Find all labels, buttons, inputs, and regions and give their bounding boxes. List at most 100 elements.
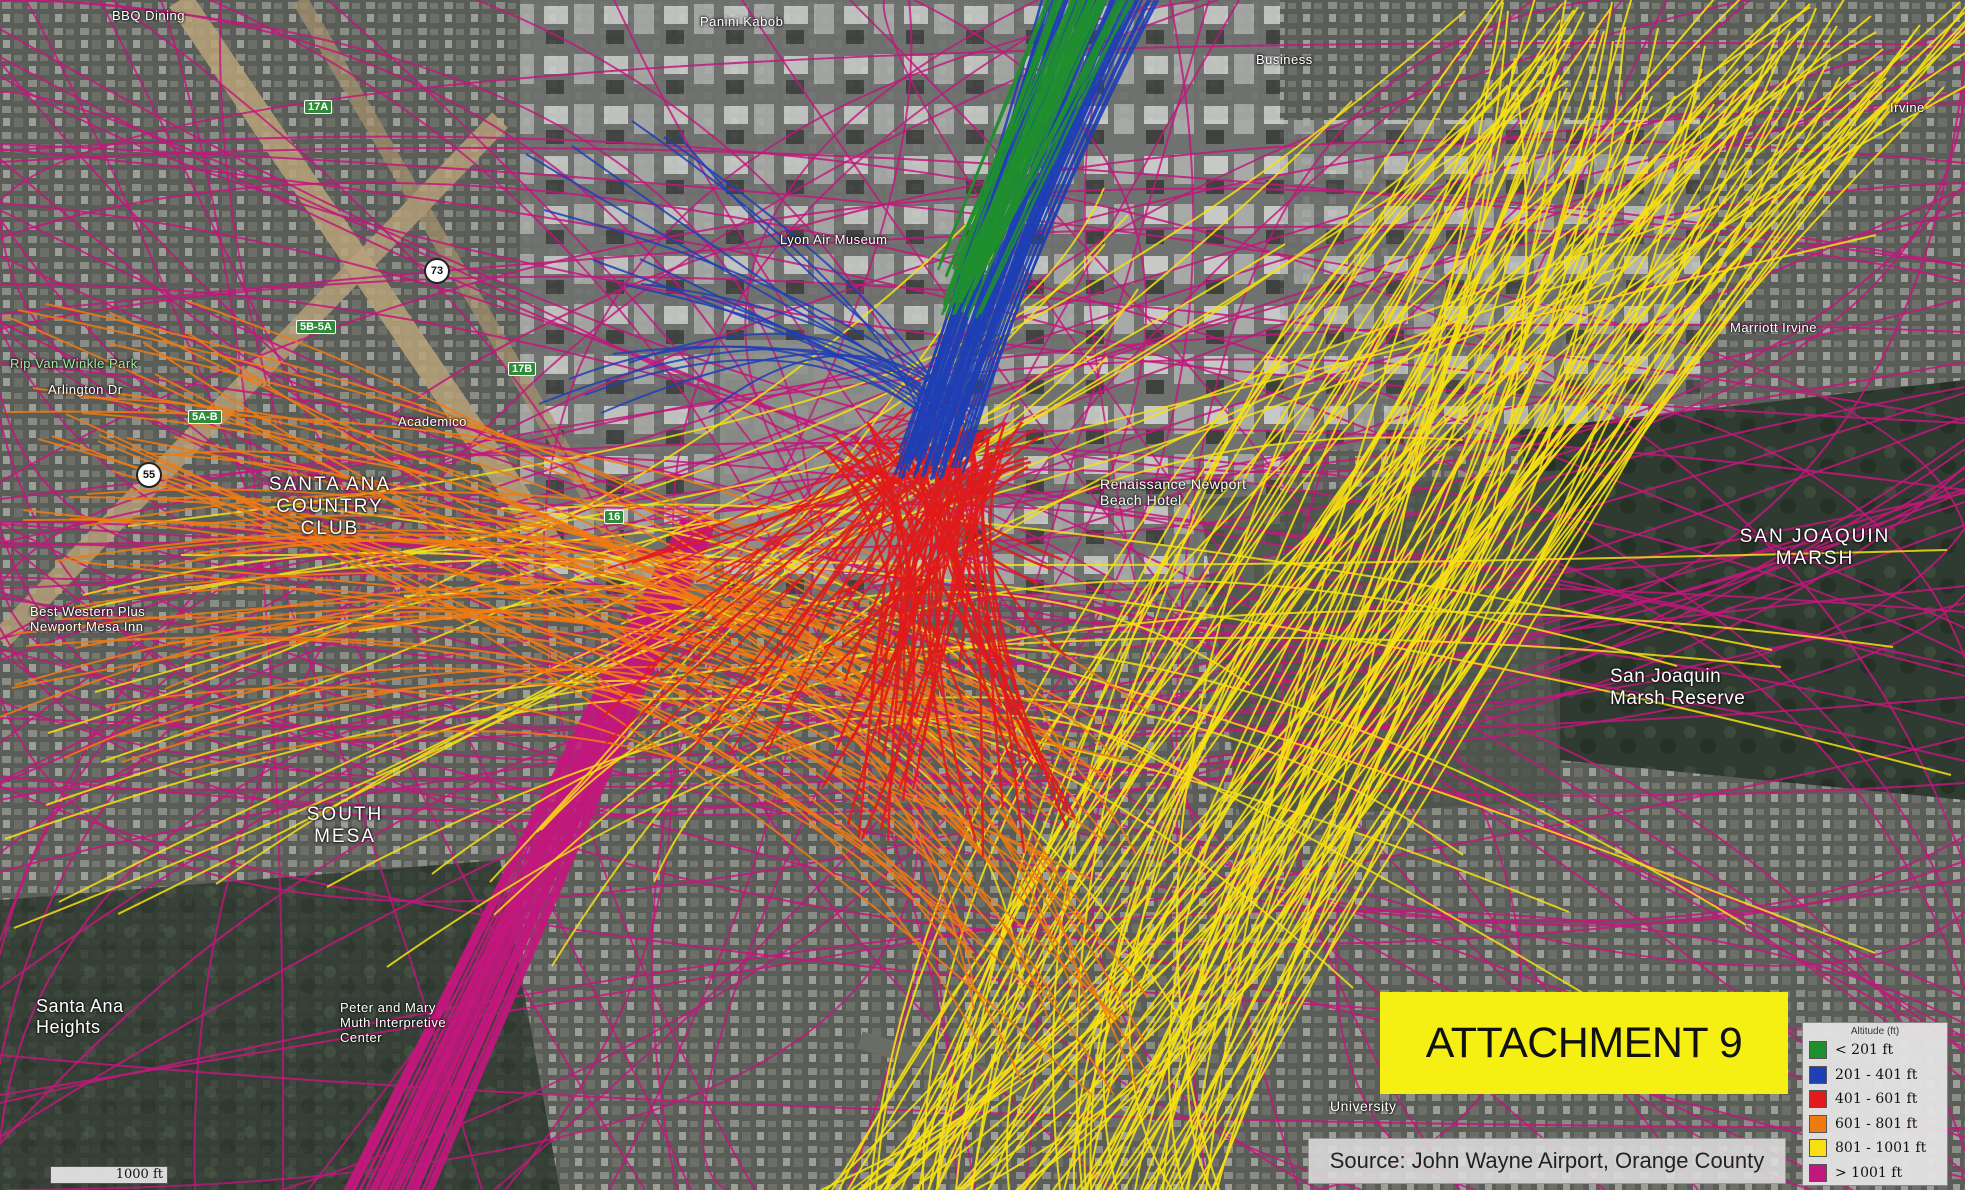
flight-track xyxy=(160,0,285,1190)
flight-track xyxy=(0,584,1107,726)
flight-track xyxy=(74,606,974,878)
flight-track xyxy=(742,447,946,688)
flight-track xyxy=(687,430,915,667)
flight-track xyxy=(677,134,978,411)
source-box: Source: John Wayne Airport, Orange Count… xyxy=(1308,1138,1786,1184)
flight-track xyxy=(1145,24,1782,1190)
flight-track xyxy=(961,0,1157,474)
flight-track xyxy=(127,243,1106,527)
exit-17b-sign: 17B xyxy=(508,362,537,376)
flight-track xyxy=(1090,11,1965,1190)
flight-track xyxy=(1102,15,1872,1190)
flight-track xyxy=(918,0,1741,1190)
flight-track xyxy=(607,459,974,569)
legend-label: 601 - 801 ft xyxy=(1835,1115,1918,1132)
place-interpretive-center: Peter and Mary Muth Interpretive Center xyxy=(340,1000,447,1045)
flight-track xyxy=(1216,103,1715,1190)
flight-track xyxy=(861,10,1509,1190)
flight-track xyxy=(957,0,1150,469)
flight-track xyxy=(542,0,1200,1190)
legend-label: 201 - 401 ft xyxy=(1835,1066,1918,1083)
flight-track xyxy=(65,413,1093,1096)
flight-track xyxy=(980,435,1067,657)
legend-label: 401 - 601 ft xyxy=(1835,1091,1918,1108)
flight-track xyxy=(875,31,1877,1190)
flight-track xyxy=(0,1054,1965,1129)
legend-row: 201 - 401 ft xyxy=(1803,1063,1947,1088)
flight-track xyxy=(988,20,1812,1190)
flight-track xyxy=(978,0,1132,315)
flight-track xyxy=(906,451,993,717)
place-rip-van-winkle-park: Rip Van Winkle Park xyxy=(10,356,138,371)
flight-track xyxy=(0,591,1965,923)
place-bbq-dining: BBQ Dining xyxy=(112,8,185,23)
place-santa-ana-heights: Santa Ana Heights xyxy=(36,996,124,1037)
exit-5a-b-sign: 5A-B xyxy=(188,410,222,424)
flight-track xyxy=(1143,99,1871,1190)
flight-track xyxy=(867,423,903,756)
flight-track xyxy=(1023,23,1965,1190)
flight-track xyxy=(1205,39,1505,1190)
flight-track xyxy=(63,667,982,1047)
flight-track xyxy=(25,0,483,1190)
flight-track xyxy=(954,450,1023,710)
flight-track xyxy=(954,0,1083,293)
flight-track xyxy=(882,0,1699,1190)
flight-track xyxy=(78,396,1091,931)
flight-track xyxy=(917,0,1534,1190)
flight-track xyxy=(0,648,1965,1179)
flight-track xyxy=(759,449,968,678)
flight-track xyxy=(1159,86,1945,1190)
flight-track xyxy=(0,158,1965,927)
flight-track xyxy=(600,352,930,424)
flight-track xyxy=(13,288,1139,929)
flight-track xyxy=(181,682,1058,1004)
flight-track xyxy=(166,638,1023,1084)
place-south-mesa: SOUTH MESA xyxy=(306,804,384,847)
place-santa-ana-country-club: SANTA ANA COUNTRY CLUB xyxy=(268,474,392,539)
flight-track xyxy=(612,345,932,398)
flight-track xyxy=(844,473,916,675)
flight-track xyxy=(0,225,1965,315)
legend-row: > 1001 ft xyxy=(1803,1161,1947,1186)
flight-track xyxy=(97,440,974,935)
place-arlington-dr: Arlington Dr xyxy=(48,382,123,397)
flight-track xyxy=(936,6,1579,1190)
legend-row: 401 - 601 ft xyxy=(1803,1087,1947,1112)
flight-track xyxy=(58,616,973,840)
flight-track xyxy=(554,503,1773,651)
flight-track xyxy=(164,616,1102,839)
flight-track xyxy=(1075,0,1500,1190)
flight-track xyxy=(879,452,1012,656)
place-marriott-irvine: Marriott Irvine xyxy=(1730,320,1817,335)
exit-17a-sign: 17A xyxy=(304,100,333,114)
flight-track xyxy=(631,120,928,437)
flight-track xyxy=(966,0,1108,300)
flight-track xyxy=(759,433,971,753)
flight-track xyxy=(873,90,1561,1190)
flight-track xyxy=(987,58,1558,1190)
flight-track xyxy=(0,90,1965,1049)
flight-track xyxy=(960,0,1096,300)
place-lyon-air-museum: Lyon Air Museum xyxy=(780,232,888,247)
flight-track xyxy=(958,0,1091,275)
flight-track xyxy=(1072,105,1595,1190)
flight-track xyxy=(1028,1,1613,1190)
flight-track xyxy=(104,686,975,954)
legend-swatch-magenta xyxy=(1809,1163,1827,1182)
attachment-title: ATTACHMENT 9 xyxy=(1425,1018,1743,1067)
flight-track xyxy=(832,456,1029,562)
flight-track xyxy=(911,40,1614,1190)
legend-row: 601 - 801 ft xyxy=(1803,1112,1947,1137)
flight-track xyxy=(701,295,945,428)
flight-track xyxy=(326,696,1464,888)
flight-track xyxy=(430,519,719,1190)
flight-track xyxy=(1051,62,1515,1190)
flight-track xyxy=(25,636,1049,1019)
flight-track xyxy=(0,41,1965,202)
flight-track xyxy=(0,56,1965,571)
flight-track xyxy=(832,432,1024,721)
flight-track xyxy=(1086,106,1605,1190)
flight-track xyxy=(709,447,915,585)
